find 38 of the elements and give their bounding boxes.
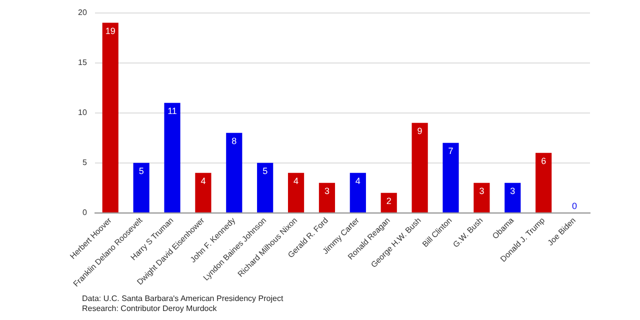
bar [474, 182, 490, 212]
bar [536, 152, 552, 212]
y-tick-label: 20 [78, 8, 88, 18]
bar [504, 182, 521, 212]
data-label: 2 [386, 196, 392, 206]
bar [164, 102, 180, 212]
bar [195, 172, 212, 212]
data-label: 5 [262, 166, 268, 176]
data-label: 3 [510, 186, 516, 196]
text: Research: Contributor Deroy Murdock [82, 304, 218, 314]
data-label: 11 [168, 106, 177, 116]
data-label: 3 [324, 186, 330, 196]
data-label: 4 [294, 176, 299, 186]
bar [102, 22, 118, 212]
bar [442, 142, 459, 212]
bar [133, 162, 150, 212]
bar [318, 182, 336, 212]
bar [288, 172, 304, 212]
data-label: 0 [572, 200, 578, 211]
bar [257, 162, 274, 212]
bar [350, 172, 366, 212]
y-tick-label: 0 [82, 208, 88, 218]
y-tick-label: 15 [78, 58, 88, 68]
data-label: 5 [138, 166, 144, 176]
data-label: 3 [479, 186, 484, 196]
y-tick-label: 10 [78, 108, 88, 118]
data-label: 6 [541, 156, 546, 166]
data-label: 7 [448, 146, 454, 156]
text: Data: U.C. Santa Barbara's American Presidency Project [82, 294, 284, 304]
data-label: 9 [417, 126, 422, 136]
bar [412, 122, 428, 212]
bar [226, 132, 242, 212]
data-label: 4 [355, 176, 360, 186]
data-label: 8 [232, 136, 237, 146]
data-label: 4 [200, 176, 206, 186]
y-tick-label: 5 [82, 158, 88, 168]
bar [380, 192, 397, 212]
data-label: 19 [105, 26, 116, 36]
